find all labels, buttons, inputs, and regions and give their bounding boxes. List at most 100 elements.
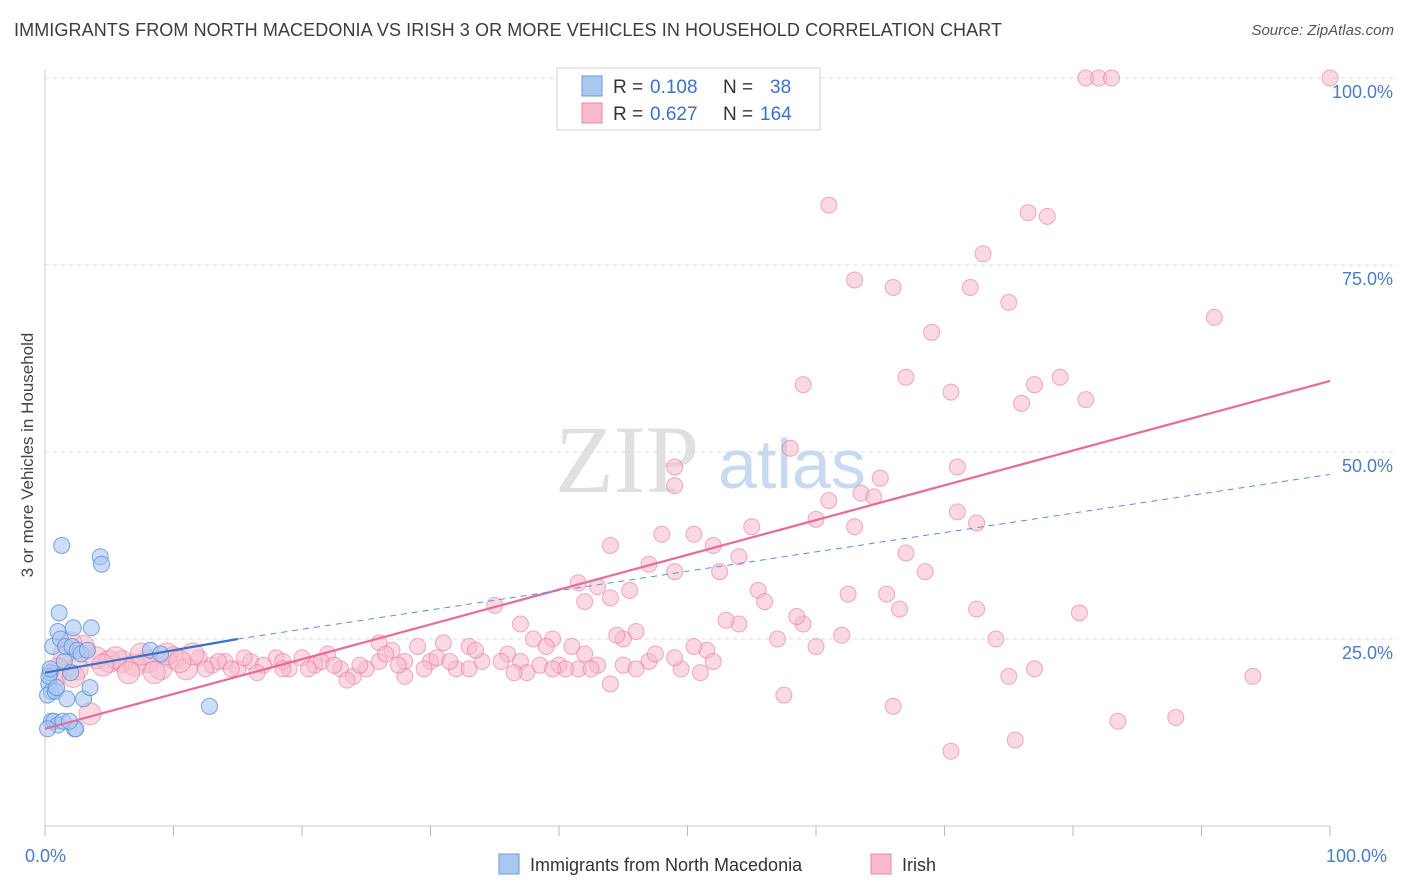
irish-point <box>794 376 812 394</box>
irish-point <box>1013 394 1031 412</box>
legend-r-value-1: 0.108 <box>650 77 698 98</box>
irish-point <box>948 458 966 476</box>
irish-point <box>168 649 192 673</box>
irish-point <box>704 652 722 670</box>
irish-point <box>441 652 459 670</box>
irish-point <box>968 600 986 618</box>
irish-points <box>43 69 1339 760</box>
irish-point <box>621 581 639 599</box>
irish-point <box>325 656 343 674</box>
irish-point <box>197 660 215 678</box>
irish-point <box>974 245 992 263</box>
irish-point <box>524 630 542 648</box>
irish-point <box>377 645 395 663</box>
irish-point <box>788 608 806 626</box>
legend-r-value-2: 0.627 <box>650 104 698 125</box>
north-macedonia-point <box>78 641 96 659</box>
irish-point <box>1077 391 1095 409</box>
irish-point <box>409 637 427 655</box>
y-axis-title: 3 or more Vehicles in Household <box>18 333 37 578</box>
irish-point <box>891 600 909 618</box>
watermark-atlas: atlas <box>718 425 866 503</box>
north-macedonia-trend-line <box>44 637 238 674</box>
irish-point <box>942 383 960 401</box>
irish-point <box>691 664 709 682</box>
irish-point <box>666 477 684 495</box>
irish-point <box>1000 667 1018 685</box>
irish-point <box>1000 293 1018 311</box>
north-macedonia-point <box>48 679 66 697</box>
irish-point <box>582 660 600 678</box>
north-macedonia-point <box>64 619 82 637</box>
irish-point <box>1205 308 1223 326</box>
legend-swatch-pink <box>581 102 603 124</box>
irish-point <box>563 637 581 655</box>
irish-point <box>646 645 664 663</box>
irish-point <box>299 660 317 678</box>
irish-point <box>351 656 369 674</box>
irish-point <box>608 626 626 644</box>
irish-point <box>1019 204 1037 222</box>
irish-point <box>916 563 934 581</box>
irish-point <box>839 585 857 603</box>
irish-point <box>653 525 671 543</box>
north-macedonia-point <box>58 690 76 708</box>
irish-point <box>1025 376 1043 394</box>
irish-point <box>897 544 915 562</box>
irish-point <box>415 660 433 678</box>
grid <box>45 77 1395 640</box>
irish-point <box>878 585 896 603</box>
irish-trend-line <box>44 379 1331 730</box>
legend-r-label-2: R = <box>613 104 643 125</box>
irish-point <box>466 641 484 659</box>
irish-point <box>846 518 864 536</box>
y-tick-labels: 25.0% 50.0% 75.0% 100.0% <box>1332 82 1393 663</box>
irish-point <box>91 653 115 677</box>
irish-point <box>820 492 838 510</box>
irish-point <box>117 661 141 685</box>
x-tick-label-min: 0.0% <box>25 846 66 866</box>
irish-point <box>1051 368 1069 386</box>
irish-point <box>544 660 562 678</box>
legend-box: R = 0.108 N = 38 R = 0.627 N = 164 <box>556 67 821 131</box>
irish-point <box>685 525 703 543</box>
irish-point <box>1025 660 1043 678</box>
legend-n-value-2: 164 <box>760 104 792 125</box>
bottom-legend-swatch-pink <box>870 853 892 875</box>
irish-point <box>807 637 825 655</box>
irish-point <box>601 537 619 554</box>
watermark: ZIP atlas <box>555 406 866 513</box>
legend-r-label-1: R = <box>613 77 643 98</box>
irish-point <box>492 652 510 670</box>
irish-point <box>987 630 1005 648</box>
irish-point <box>897 368 915 386</box>
legend-swatch-blue <box>581 75 603 97</box>
irish-point <box>666 649 684 667</box>
trend-lines <box>44 379 1331 730</box>
irish-point <box>389 656 407 674</box>
irish-point <box>781 439 799 457</box>
irish-point <box>1167 709 1185 727</box>
irish-point <box>884 278 902 296</box>
irish-point <box>961 278 979 296</box>
north-macedonia-point <box>41 660 59 678</box>
irish-point <box>923 323 941 341</box>
y-tick-label-0: 25.0% <box>1342 643 1393 663</box>
irish-point <box>717 611 735 629</box>
irish-point <box>685 637 703 655</box>
bottom-legend-label-2: Irish <box>902 855 936 875</box>
bottom-legend-label-1: Immigrants from North Macedonia <box>530 855 803 875</box>
north-macedonia-point <box>93 555 111 573</box>
irish-point <box>756 593 774 611</box>
irish-point <box>820 196 838 214</box>
irish-point <box>576 645 594 663</box>
irish-point <box>1006 731 1024 749</box>
legend-n-label-1: N = <box>723 77 753 98</box>
irish-point <box>871 469 889 487</box>
irish-point <box>1321 69 1339 87</box>
irish-point <box>743 518 761 536</box>
irish-point <box>846 271 864 289</box>
irish-point <box>576 593 594 611</box>
irish-point <box>942 742 960 760</box>
irish-point <box>209 652 227 670</box>
